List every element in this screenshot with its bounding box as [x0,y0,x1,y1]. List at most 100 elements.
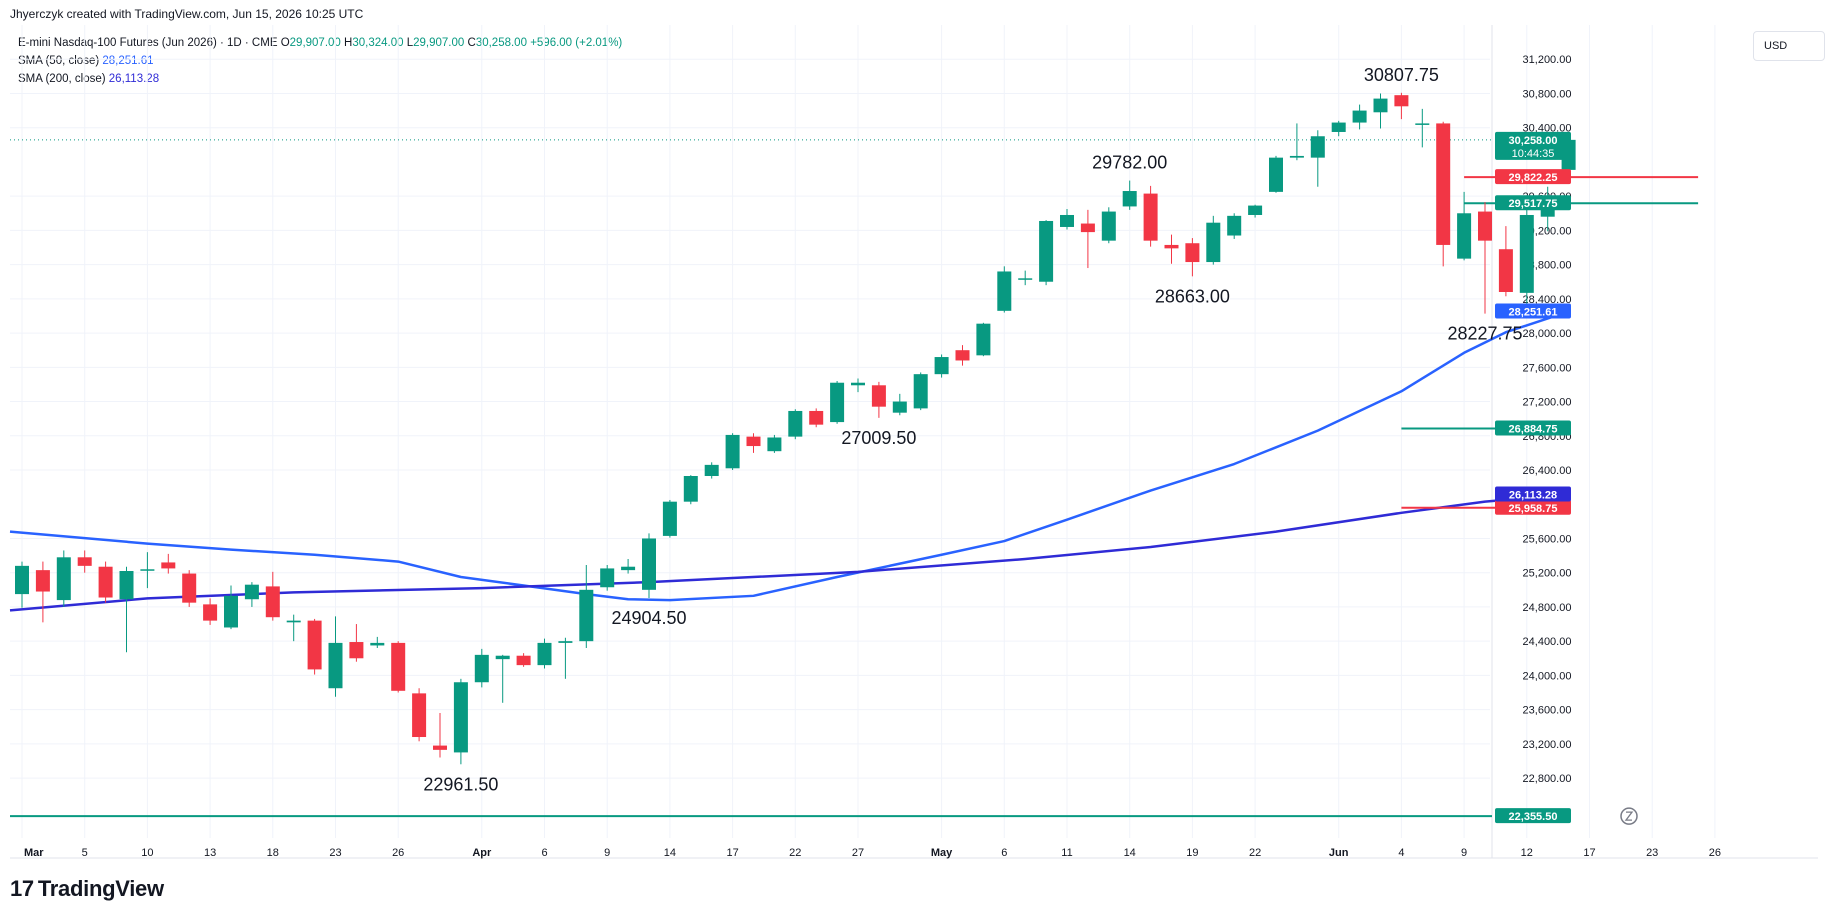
price-tick-label: 31,200.00 [1523,54,1572,66]
price-annotation: 24904.50 [611,608,686,628]
clock-icon [1620,807,1638,825]
candle-body [934,357,949,375]
price-tick-label: 23,600.00 [1523,705,1572,717]
price-tick-label: 24,400.00 [1523,636,1572,648]
candle-body [182,573,197,603]
sma200-price-tag-bg [1495,486,1571,502]
time-tick-label: 18 [267,847,279,859]
candle-body [725,434,740,469]
candle-body [516,655,531,666]
candle-body [1248,205,1263,215]
last-price-tag-countdown: 10:44:35 [1512,148,1555,160]
candle-body [286,620,301,623]
candle-body [1289,155,1304,158]
level-price-tag-bg [1495,420,1571,436]
candle-body [453,682,468,753]
candle-body [1101,211,1116,241]
sma50-price-tag-bg [1495,303,1571,319]
candle-body [1415,123,1430,125]
sma50-line [9,310,1569,602]
candle-body [77,557,92,566]
time-tick-label: 11 [1061,847,1072,859]
candle-body [683,476,698,502]
currency-selector[interactable]: USD [1753,31,1825,61]
time-tick-label: Apr [472,847,492,859]
candle-body [955,350,970,361]
candle-body [495,655,510,660]
candle-body [1206,222,1221,263]
sma200-line [9,493,1569,612]
candle-body [1310,136,1325,158]
candle-body [140,569,155,571]
sma200-legend[interactable]: SMA (200, close) 26,113.28 [18,70,622,88]
price-annotation: 30807.75 [1364,65,1439,85]
candle-body [871,385,886,407]
candle-body [1122,191,1137,207]
price-tick-label: 27,600.00 [1523,362,1572,374]
level-price-tag: 26,884.75 [1509,424,1558,436]
time-tick-label: Jun [1329,847,1349,859]
candle-body [98,566,113,598]
candle-body [1227,215,1242,236]
price-tick-label: 30,400.00 [1523,123,1572,135]
sma50-label: SMA (50, close) [18,55,100,67]
candle-body [244,584,259,600]
level-price-tag: 29,822.25 [1509,172,1558,184]
candle-body [15,565,29,595]
candle-body [642,538,656,590]
candle-body [1352,110,1367,123]
symbol-row[interactable]: E-mini Nasdaq-100 Futures (Jun 2026) · 1… [18,34,622,52]
candle-body [558,641,573,643]
candle-body [1080,223,1095,233]
open-label: O [280,37,290,49]
candle-body [579,589,594,642]
candle-body [621,566,636,571]
candle-body [537,642,552,666]
last-price-tag: 30,258.00 [1509,135,1558,147]
close-label: C [467,37,476,49]
time-tick-label: 19 [1186,847,1198,859]
candle-body [1039,220,1054,282]
level-price-tag-bg [1495,195,1571,211]
candle-body [370,642,385,646]
attribution: Jhyerczyk created with TradingView.com, … [10,7,364,21]
candle-body [35,570,50,592]
price-tick-label: 26,400.00 [1523,465,1572,477]
candle-body [913,374,928,409]
change-value: +596.00 (+2.01%) [530,37,623,49]
candle-body [307,620,322,670]
candles [15,92,1576,765]
last-price-tag-bg [1495,131,1571,160]
level-price-tag-bg [1495,169,1571,185]
tradingview-brand[interactable]: 17 TradingView [10,876,164,902]
candle-body [161,562,176,569]
price-tick-label: 24,800.00 [1523,602,1572,614]
candle-body [224,595,238,628]
candle-body [391,642,406,691]
candle-body [1164,244,1179,249]
sma50-legend[interactable]: SMA (50, close) 28,251.61 [18,52,622,70]
candle-body [1060,214,1074,227]
candle-body [976,323,991,356]
clock-icon-glyph [1624,811,1634,821]
candle-body [767,437,782,452]
sma200-label: SMA (200, close) [18,73,106,85]
time-tick-label: 5 [82,847,88,859]
price-tick-label: 29,200.00 [1523,225,1572,237]
high-value: 30,324.00 [352,37,404,49]
candle-body [433,745,447,750]
candle-body [704,464,719,477]
candle-body [265,586,280,618]
time-tick-label: 23 [1646,847,1658,859]
candle-body [474,654,489,683]
tradingview-logo: 17 [10,876,34,901]
price-tick-label: 28,000.00 [1523,328,1572,340]
candle-body [662,501,677,536]
candle-body [1373,98,1388,113]
time-tick-label: 17 [726,847,738,859]
candle-body [600,568,615,588]
candle-body [56,557,71,601]
candle-body [809,410,824,425]
candle-body [788,410,803,437]
